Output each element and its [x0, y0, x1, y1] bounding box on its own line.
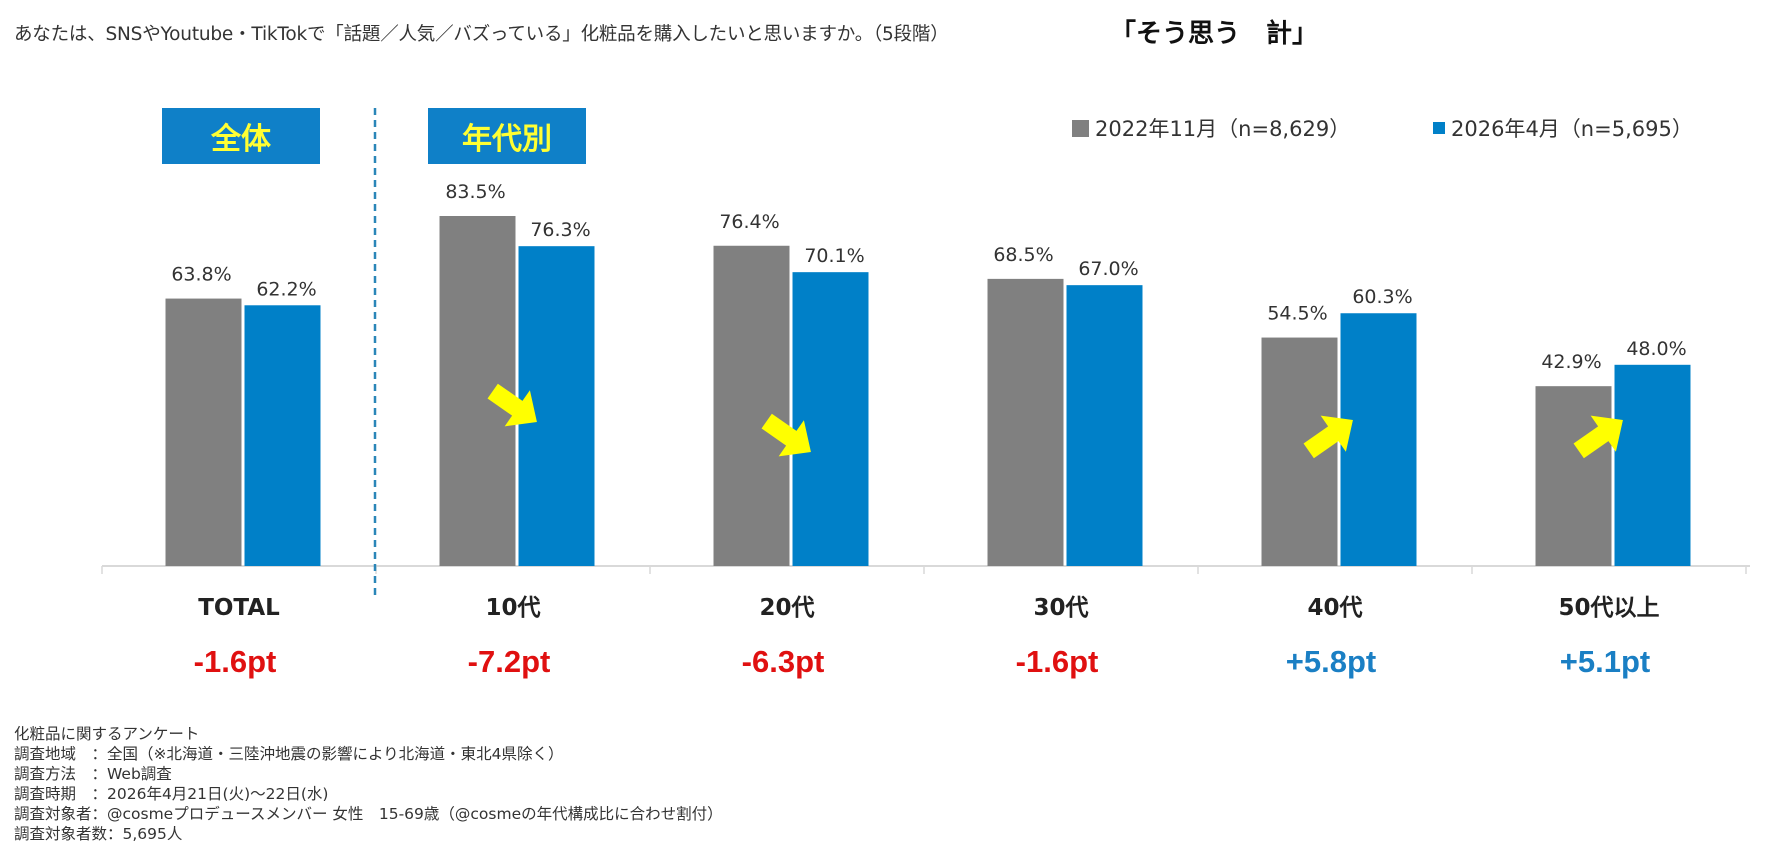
arrow-up-icon [1573, 415, 1623, 459]
arrow-shape [1573, 415, 1623, 459]
arrow-down-icon [761, 413, 811, 457]
data-label-2022: 76.4% [719, 211, 779, 233]
footer-line-target: 調査対象者：@cosmeプロデュースメンバー 女性 15-69歳（@cosmeの… [14, 805, 723, 823]
category-label: 50代以上 [1558, 595, 1659, 621]
difference-label: -1.6pt [194, 644, 277, 679]
legend-label-2022: 2022年11月（n=8,629） [1095, 117, 1351, 141]
legend-item-2026: 2026年4月（n=5,695） [1433, 113, 1693, 143]
arrow-down-icon [487, 383, 537, 427]
footer-line-sample-size: 調査対象者数：5,695人 [14, 825, 183, 843]
bar-2022 [1261, 337, 1338, 566]
data-label-2022: 83.5% [445, 181, 505, 203]
data-label-2026: 70.1% [804, 245, 864, 267]
bar-2022 [713, 245, 790, 566]
survey-footer: 化粧品に関するアンケート 調査地域 ：全国（※北海道・三陸沖地震の影響により北海… [14, 724, 723, 844]
bar-2022 [1535, 386, 1612, 566]
legend-item-2022: 2022年11月（n=8,629） [1072, 113, 1350, 143]
difference-label: +5.8pt [1286, 644, 1376, 679]
data-label-2026: 62.2% [256, 278, 316, 300]
footer-line-period: 調査時期 ：2026年4月21日(火)～22日(水) [14, 785, 329, 803]
data-label-2022: 42.9% [1541, 351, 1601, 373]
category-label: 40代 [1307, 595, 1362, 621]
bar-chart: 63.8% 62.2% TOTAL -1.6pt 83.5% 76.3% 10代 -7.2pt… [101, 108, 1750, 679]
data-label-2022: 68.5% [993, 244, 1053, 266]
footer-line-region: 調査地域 ：全国（※北海道・三陸沖地震の影響により北海道・東北4県除く） [14, 745, 564, 763]
overall-section-badge: 全体 [162, 108, 320, 164]
by-age-section-badge: 年代別 [428, 108, 586, 164]
difference-label: -7.2pt [468, 644, 551, 679]
bar-2026 [1614, 364, 1691, 566]
category-label: 10代 [485, 595, 540, 621]
bar-2026 [1340, 313, 1417, 566]
question-emphasis: 「そう思う 計」 [1110, 19, 1319, 49]
data-label-2022: 63.8% [171, 264, 231, 286]
category-label: TOTAL [198, 595, 280, 621]
data-label-2026: 76.3% [530, 219, 590, 241]
arrow-shape [1303, 415, 1353, 459]
footer-line-method: 調査方法 ：Web調査 [14, 765, 172, 783]
category-label: 30代 [1033, 595, 1088, 621]
footer-line-title: 化粧品に関するアンケート [14, 725, 200, 743]
legend-swatch-2022 [1072, 119, 1089, 137]
bar-2026 [792, 272, 869, 566]
difference-label: +5.1pt [1560, 644, 1650, 679]
difference-label: -1.6pt [1016, 644, 1099, 679]
legend-swatch-2026 [1433, 122, 1445, 134]
bar-2022 [987, 278, 1064, 566]
bar-2026 [1066, 285, 1143, 566]
arrow-up-icon [1303, 415, 1353, 459]
difference-label: -6.3pt [742, 644, 825, 679]
category-label: 20代 [759, 595, 814, 621]
data-label-2026: 67.0% [1078, 258, 1138, 280]
question-text: あなたは、SNSやYoutube・TikTokで「話題／人気／バズっている」化粧… [14, 24, 949, 45]
data-label-2026: 60.3% [1352, 286, 1412, 308]
legend-label-2026: 2026年4月（n=5,695） [1451, 117, 1693, 141]
arrow-shape [761, 413, 811, 457]
data-label-2022: 54.5% [1267, 303, 1327, 325]
data-label-2026: 48.0% [1626, 338, 1686, 360]
arrow-shape [487, 383, 537, 427]
bar-2022 [165, 298, 242, 566]
bar-2026 [244, 305, 321, 566]
